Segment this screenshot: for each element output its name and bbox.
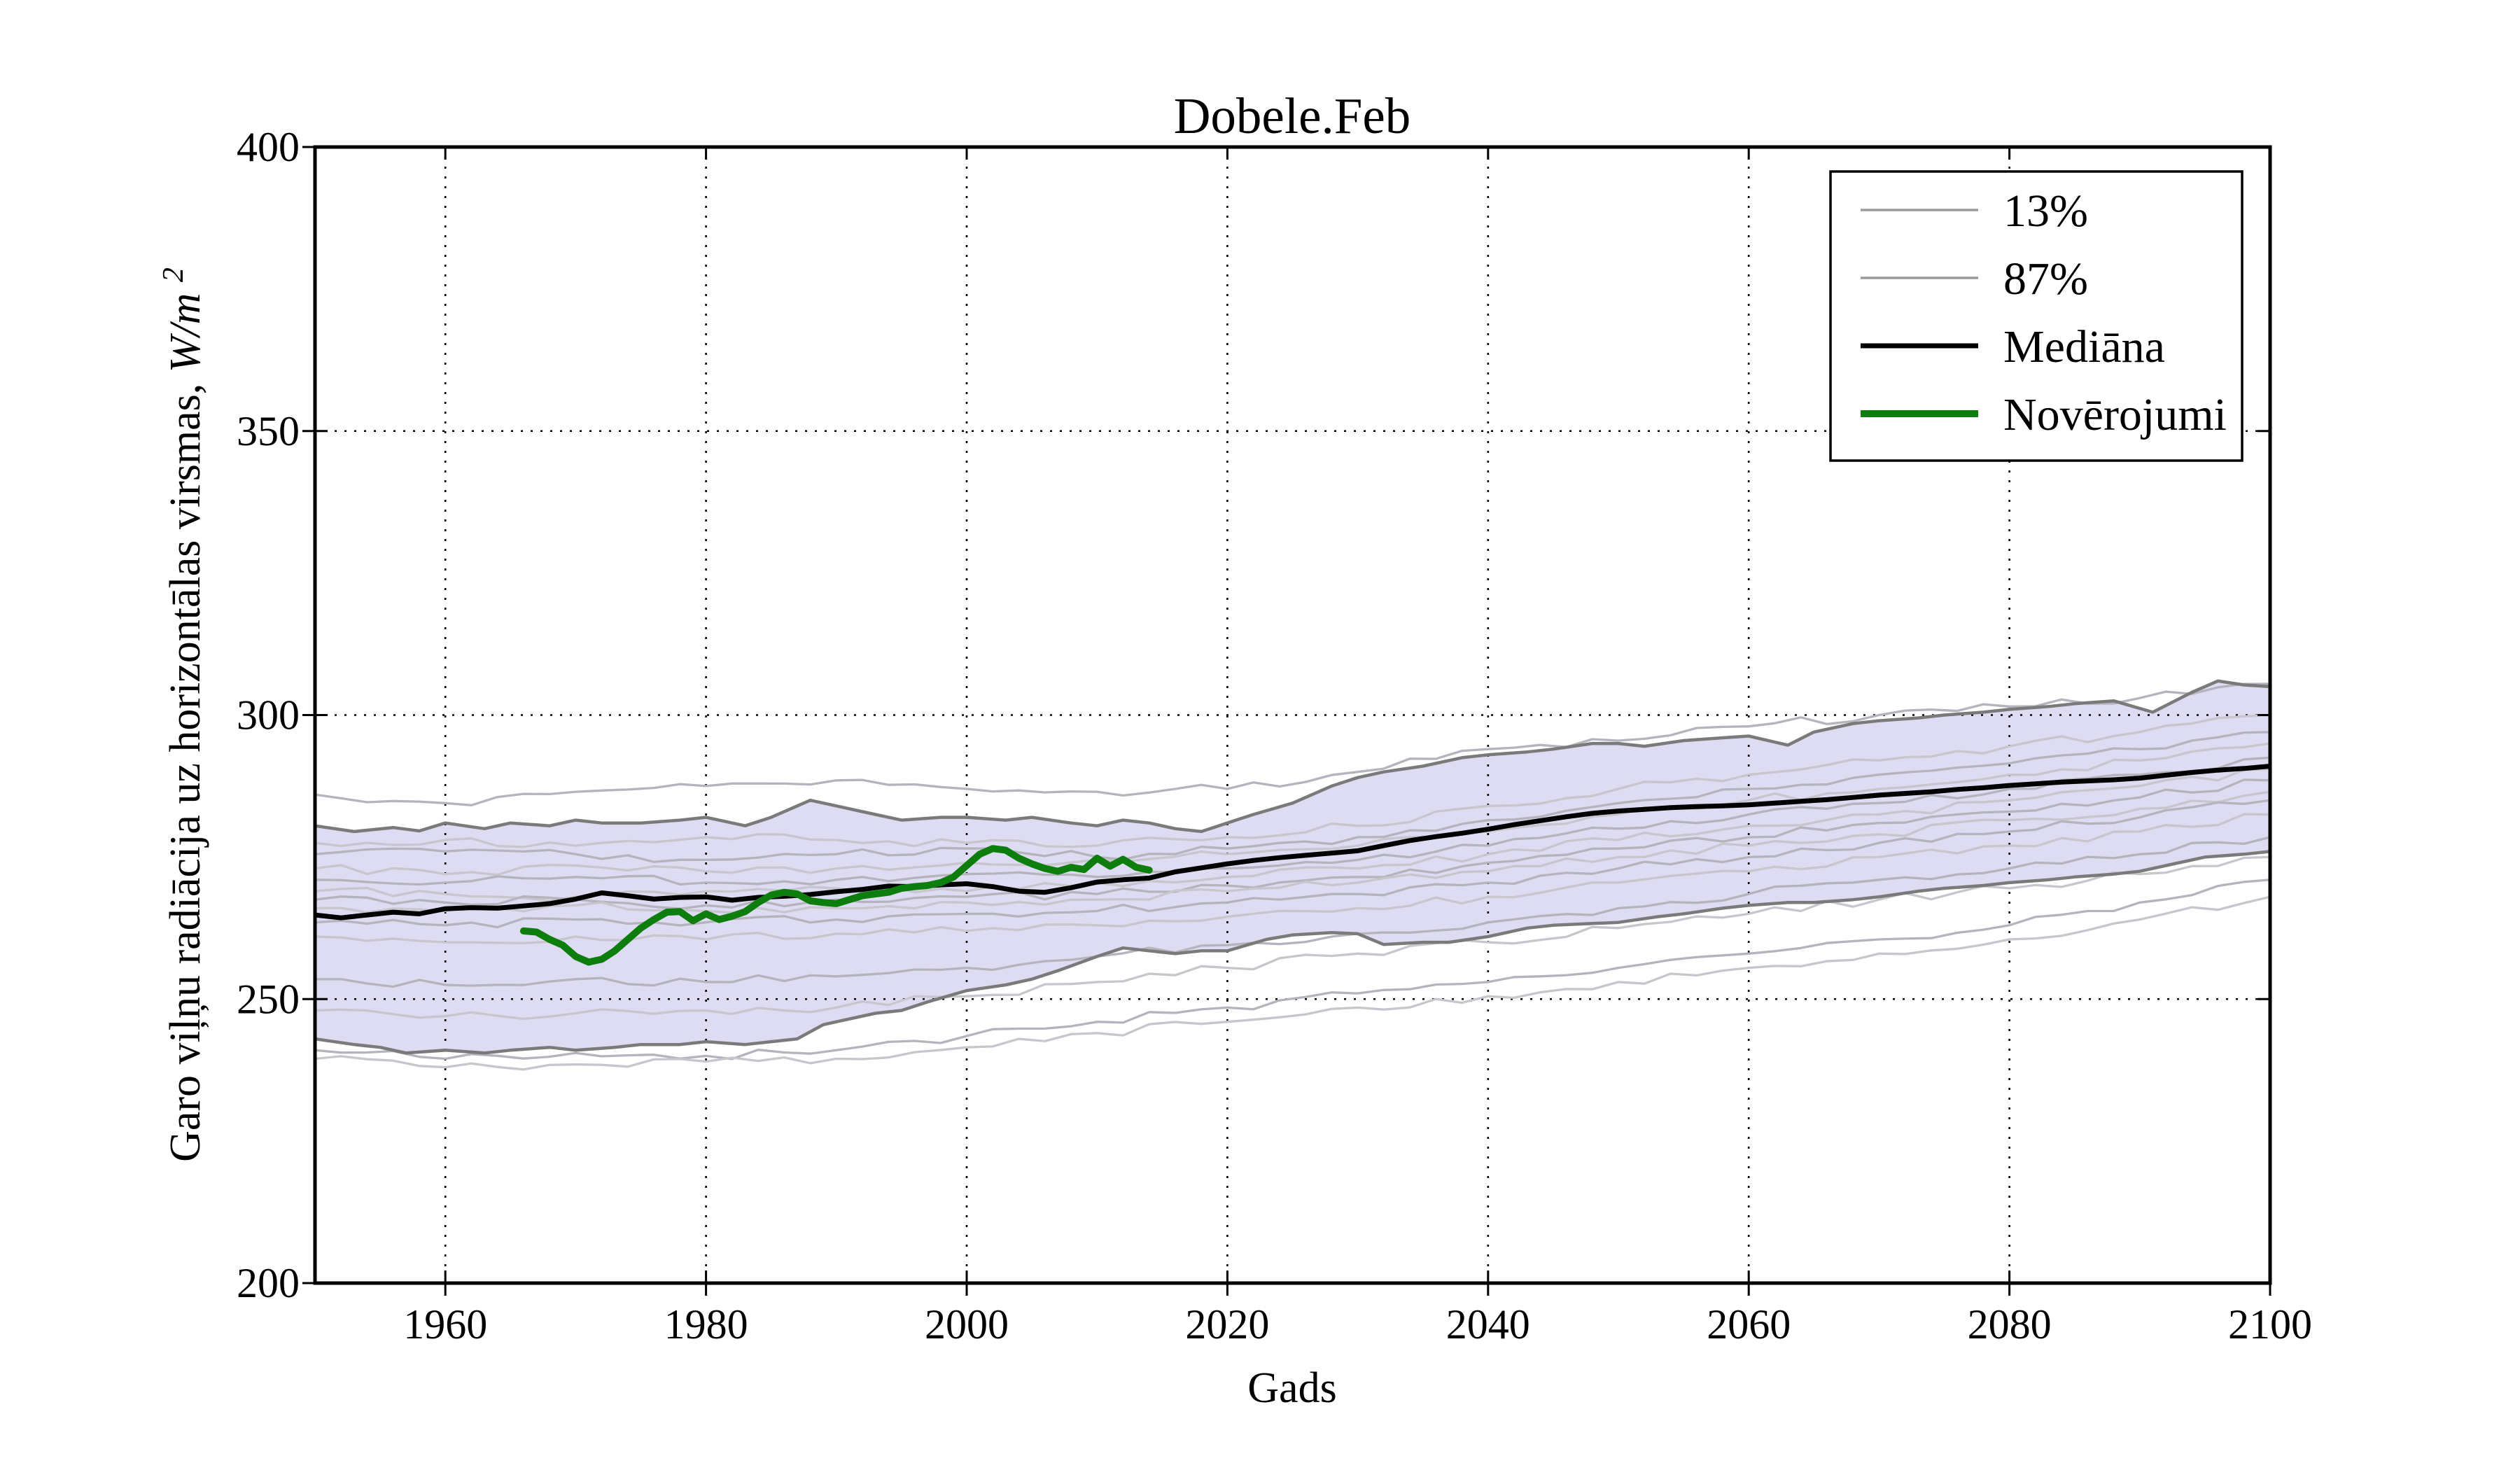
y-axis-label-units: W/m	[162, 293, 209, 373]
y-tick-label: 300	[237, 692, 300, 738]
axis-layer: 1960 1980 2000 2020 2040 2060 2080 2100 200 250 30…	[237, 124, 2312, 1348]
ensemble-line	[315, 756, 2270, 886]
x-tick-label: 2100	[2228, 1301, 2312, 1348]
legend-label-87pct: 87%	[2003, 253, 2088, 304]
ensemble-line	[315, 813, 2270, 945]
ensemble-line	[315, 731, 2270, 863]
ensemble-line	[315, 836, 2270, 988]
x-tick-label: 2040	[1446, 1301, 1530, 1348]
x-tick-label: 2060	[1707, 1301, 1791, 1348]
x-tick-label: 2000	[925, 1301, 1009, 1348]
observations-line	[519, 845, 1153, 966]
chart-title: Dobele.Feb	[1174, 88, 1411, 144]
x-tick-label: 2020	[1185, 1301, 1269, 1348]
ensemble-layer	[315, 682, 2270, 1071]
y-axis-label-exponent: 2	[158, 267, 190, 282]
y-axis-label-text: Garo viļņu radiācija uz horizontālas vir…	[162, 372, 209, 1162]
legend-label-13pct: 13%	[2003, 186, 2088, 237]
percentile-87-line	[315, 679, 2270, 834]
ensemble-line	[315, 799, 2270, 929]
confidence-band	[315, 680, 2270, 1054]
legend-label-median: Mediāna	[2003, 321, 2165, 372]
x-tick-label: 1960	[403, 1301, 487, 1348]
median-line	[315, 764, 2270, 920]
ensemble-line	[315, 778, 2270, 910]
ensemble-line	[315, 682, 2270, 806]
y-tick-label: 400	[237, 124, 300, 170]
legend-label-observations: Novērojumi	[2003, 389, 2227, 440]
y-tick-label: 250	[237, 976, 300, 1022]
series-layer	[315, 679, 2270, 1055]
ensemble-line	[315, 742, 2270, 876]
y-tick-label: 350	[237, 408, 300, 454]
y-axis-label: Garo viļņu radiācija uz horizontālas vir…	[158, 267, 209, 1162]
ensemble-line	[315, 895, 2270, 1071]
ensemble-line	[315, 790, 2270, 914]
percentile-13-line	[315, 850, 2270, 1055]
ensemble-line	[315, 767, 2270, 902]
ensemble-line	[315, 713, 2270, 848]
confidence-band-layer	[315, 680, 2270, 1054]
x-tick-label: 1980	[664, 1301, 748, 1348]
x-axis-label: Gads	[1247, 1364, 1336, 1412]
x-tick-label: 2080	[1968, 1301, 2052, 1348]
legend: 13% 87% Mediāna Novērojumi	[1829, 170, 2244, 462]
ensemble-line	[315, 878, 2270, 1060]
ensemble-line	[315, 855, 2270, 1021]
y-tick-label: 200	[237, 1260, 300, 1306]
